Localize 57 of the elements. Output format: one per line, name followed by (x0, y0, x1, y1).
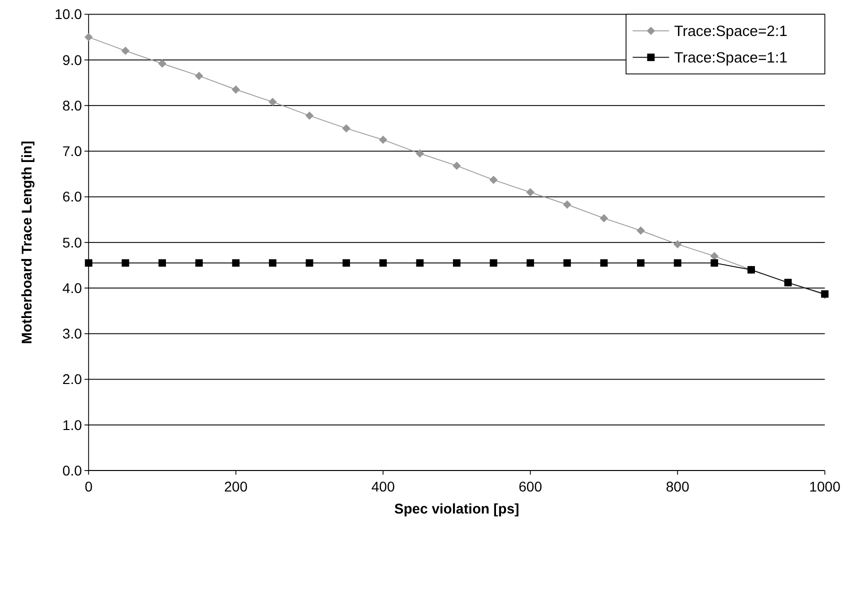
y-tick-label: 0.0 (62, 462, 82, 479)
x-tick-label: 600 (518, 478, 542, 494)
point (84, 32, 93, 42)
point (636, 226, 645, 235)
point (306, 259, 314, 267)
point (600, 259, 608, 267)
point (710, 252, 719, 260)
point (674, 259, 682, 267)
y-axis-title: Motherboard Trace Length [in] (18, 140, 34, 344)
point (121, 46, 130, 55)
legend-label: Trace:Space=2:1 (674, 24, 788, 40)
x-tick-label: 200 (224, 478, 248, 494)
y-tick-label: 9.0 (62, 52, 82, 68)
y-tick-label: 10.0 (54, 6, 82, 22)
point (194, 72, 204, 80)
y-tick-label: 5.0 (62, 234, 82, 250)
point (158, 59, 166, 68)
point (158, 259, 166, 267)
point (489, 176, 498, 184)
point (637, 259, 644, 267)
point (416, 259, 424, 267)
legend-label: Trace:Space=1:1 (674, 50, 788, 67)
point (268, 98, 277, 106)
point (305, 111, 314, 120)
point (452, 259, 460, 267)
x-axis-title: Spec violation [ps] (394, 500, 520, 517)
y-tick-label: 8.0 (62, 97, 82, 114)
x-tick-label: 0 (84, 478, 93, 494)
point (563, 200, 572, 209)
point (342, 124, 350, 132)
point (710, 259, 718, 267)
point (452, 162, 461, 170)
y-tick-label: 3.0 (62, 326, 82, 342)
x-tick-label: 800 (666, 478, 690, 494)
point (232, 85, 240, 94)
point (195, 259, 203, 267)
y-tick-label: 2.0 (62, 371, 82, 388)
y-tick-label: 1.0 (62, 416, 82, 433)
point (378, 136, 388, 144)
x-tick-label: 1000 (809, 478, 841, 494)
x-tick-label: 400 (371, 478, 395, 494)
point (268, 259, 276, 267)
point (232, 259, 240, 267)
point (563, 259, 571, 267)
point (84, 259, 92, 267)
y-tick-label: 7.0 (62, 143, 82, 160)
point (416, 149, 424, 158)
point (673, 240, 682, 248)
point (526, 259, 534, 267)
y-tick-label: 4.0 (62, 280, 82, 296)
point (490, 259, 498, 267)
y-tick-label: 6.0 (62, 188, 82, 205)
point (526, 188, 534, 196)
point (122, 259, 130, 267)
point (342, 259, 350, 267)
point (379, 259, 387, 267)
point (600, 214, 608, 222)
